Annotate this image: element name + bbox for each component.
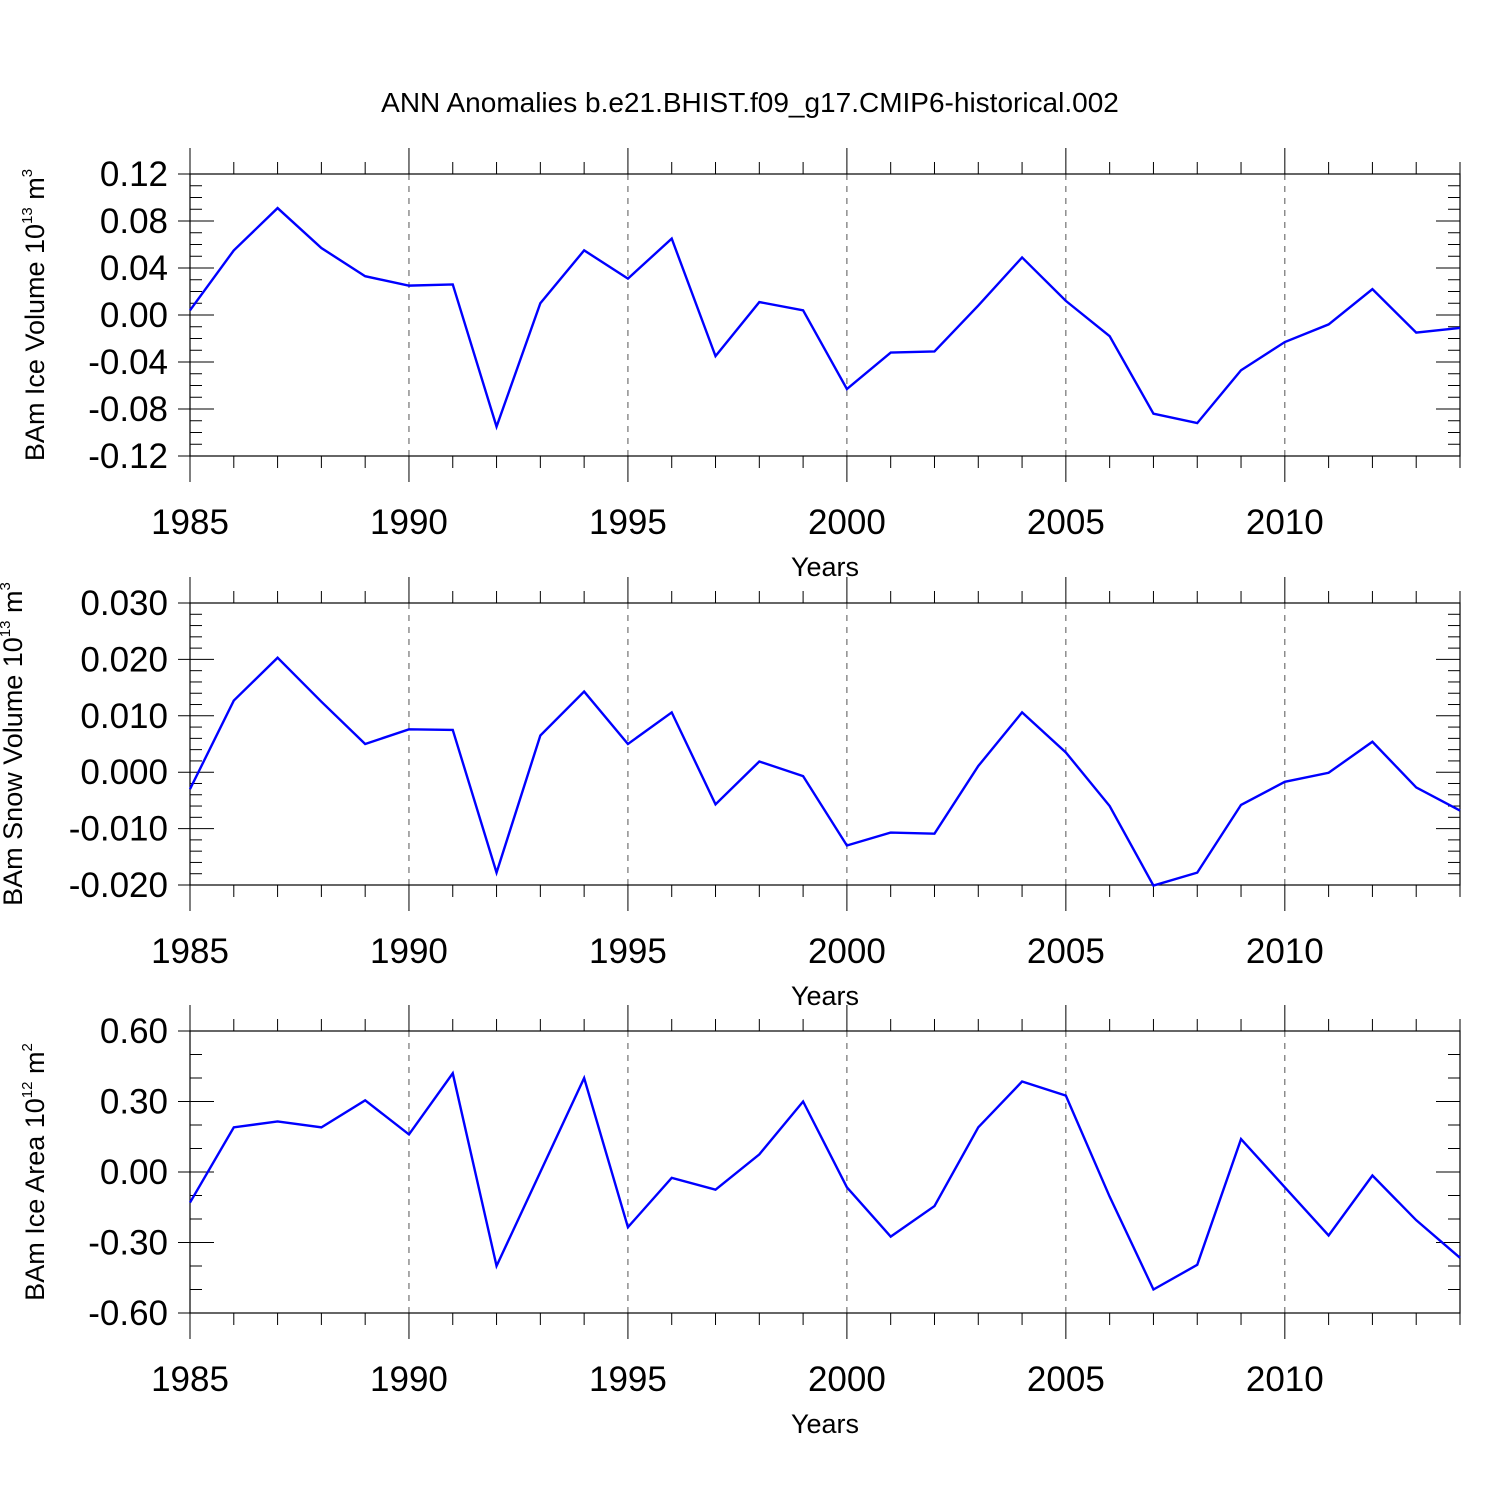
y-axis-label-exponent: 13	[0, 621, 14, 638]
y-tick-label: 0.04	[100, 249, 168, 288]
y-tick-label: -0.04	[88, 343, 168, 382]
y-tick-label: -0.08	[88, 390, 168, 429]
y-tick-label: 0.12	[100, 155, 168, 194]
plot-frame	[189, 602, 1461, 886]
y-axis-label-text: BAm Snow Volume 10	[0, 637, 28, 906]
y-tick-label: 0.000	[80, 753, 168, 792]
x-axis-label: Years	[791, 552, 859, 582]
y-tick-label: -0.12	[88, 437, 168, 476]
chart-panel-1: 1985 1990 1995 2000 2005 2010 Years 0.12 0.08 0.0…	[19, 148, 1461, 582]
y-tick-label: -0.30	[88, 1224, 168, 1263]
figure-title: ANN Anomalies b.e21.BHIST.f09_g17.CMIP6-…	[381, 87, 1119, 118]
y-tick-label: -0.60	[88, 1294, 168, 1333]
x-tick-label: 1990	[370, 932, 448, 971]
y-tick-label: 0.00	[100, 296, 168, 335]
x-tick-label: 2005	[1027, 1360, 1105, 1399]
y-tick-label: 0.60	[100, 1012, 168, 1051]
y-axis-label-unit: m	[20, 1052, 50, 1082]
x-axis-label: Years	[791, 1409, 859, 1439]
y-axis-label: BAm Ice Area 1012 m2	[19, 1043, 50, 1301]
y-axis-label-exponent: 13	[19, 207, 36, 224]
y-axis-label-text: BAm Ice Area 10	[20, 1098, 50, 1301]
x-tick-label: 1995	[589, 1360, 667, 1399]
y-axis-label-unit-exponent: 2	[19, 1043, 36, 1051]
plot-frame	[189, 173, 1461, 457]
x-tick-label: 2000	[808, 932, 886, 971]
x-tick-label: 2000	[808, 503, 886, 542]
chart-panel-2: 1985 1990 1995 2000 2005 2010 Years 0.030 0.020 0…	[0, 577, 1461, 1011]
y-tick-label: 0.030	[80, 584, 168, 623]
x-tick-label: 1985	[151, 932, 229, 971]
y-axis-label: BAm Ice Volume 1013 m3	[19, 169, 50, 461]
y-axis-label-unit: m	[20, 177, 50, 207]
y-tick-label: 0.020	[80, 640, 168, 679]
y-axis-label-unit-exponent: 3	[19, 169, 36, 177]
chart-panel-3: 1985 1990 1995 2000 2005 2010 Years 0.60 0.30 0.0…	[19, 1005, 1461, 1439]
x-tick-label: 1985	[151, 503, 229, 542]
x-tick-label: 2010	[1246, 503, 1324, 542]
y-axis-label-unit: m	[0, 591, 28, 621]
y-tick-label: 0.00	[100, 1153, 168, 1192]
x-tick-label: 2000	[808, 1360, 886, 1399]
y-tick-label: -0.010	[69, 810, 168, 849]
y-axis-label-unit-exponent: 3	[0, 582, 14, 590]
y-tick-label: 0.30	[100, 1083, 168, 1122]
series-line-1	[189, 206, 1461, 431]
y-tick-label: 0.08	[100, 202, 168, 241]
y-axis-label: BAm Snow Volume 1013 m3	[0, 582, 28, 906]
x-tick-label: 2005	[1027, 932, 1105, 971]
series-line-1	[188, 656, 1461, 887]
x-tick-label: 2010	[1246, 1360, 1324, 1399]
y-tick-label: 0.010	[80, 697, 168, 736]
y-axis-label-text: BAm Ice Volume 10	[20, 224, 50, 461]
x-tick-label: 1985	[151, 1360, 229, 1399]
x-tick-label: 1990	[370, 1360, 448, 1399]
series-line-1	[188, 1070, 1461, 1292]
x-tick-label: 1995	[589, 932, 667, 971]
x-tick-label: 1990	[370, 503, 448, 542]
y-tick-label: -0.020	[69, 866, 168, 905]
x-axis-label: Years	[791, 981, 859, 1011]
x-tick-label: 2010	[1246, 932, 1324, 971]
y-axis-label-exponent: 12	[19, 1082, 36, 1099]
x-tick-label: 1995	[589, 503, 667, 542]
x-tick-label: 2005	[1027, 503, 1105, 542]
